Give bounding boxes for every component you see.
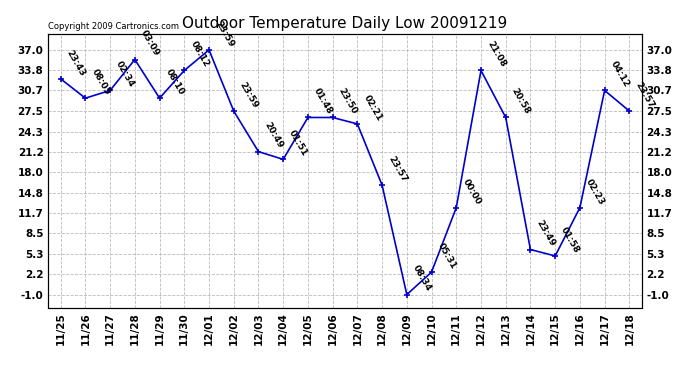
Title: Outdoor Temperature Daily Low 20091219: Outdoor Temperature Daily Low 20091219 (182, 16, 508, 31)
Text: 08:10: 08:10 (164, 68, 186, 97)
Text: 01:58: 01:58 (560, 225, 582, 255)
Text: 02:34: 02:34 (115, 60, 137, 89)
Text: 04:12: 04:12 (609, 60, 631, 89)
Text: Copyright 2009 Cartronics.com: Copyright 2009 Cartronics.com (48, 22, 179, 31)
Text: 20:49: 20:49 (263, 121, 285, 150)
Text: 23:43: 23:43 (65, 48, 87, 78)
Text: 08:05: 08:05 (90, 68, 112, 97)
Text: 20:58: 20:58 (510, 87, 532, 116)
Text: 01:51: 01:51 (287, 129, 309, 158)
Text: 23:57: 23:57 (386, 154, 408, 184)
Text: 02:23: 02:23 (584, 177, 606, 206)
Text: 23:59: 23:59 (213, 19, 235, 48)
Text: 08:12: 08:12 (188, 40, 210, 69)
Text: 05:31: 05:31 (435, 242, 457, 271)
Text: 01:48: 01:48 (312, 87, 334, 116)
Text: 23:57: 23:57 (633, 80, 656, 110)
Text: 00:00: 00:00 (460, 177, 482, 206)
Text: 21:08: 21:08 (485, 40, 507, 69)
Text: 03:09: 03:09 (139, 29, 161, 58)
Text: 08:34: 08:34 (411, 264, 433, 293)
Text: 02:21: 02:21 (362, 93, 384, 123)
Text: 23:59: 23:59 (238, 80, 260, 110)
Text: 23:50: 23:50 (337, 87, 359, 116)
Text: 23:49: 23:49 (535, 219, 557, 248)
